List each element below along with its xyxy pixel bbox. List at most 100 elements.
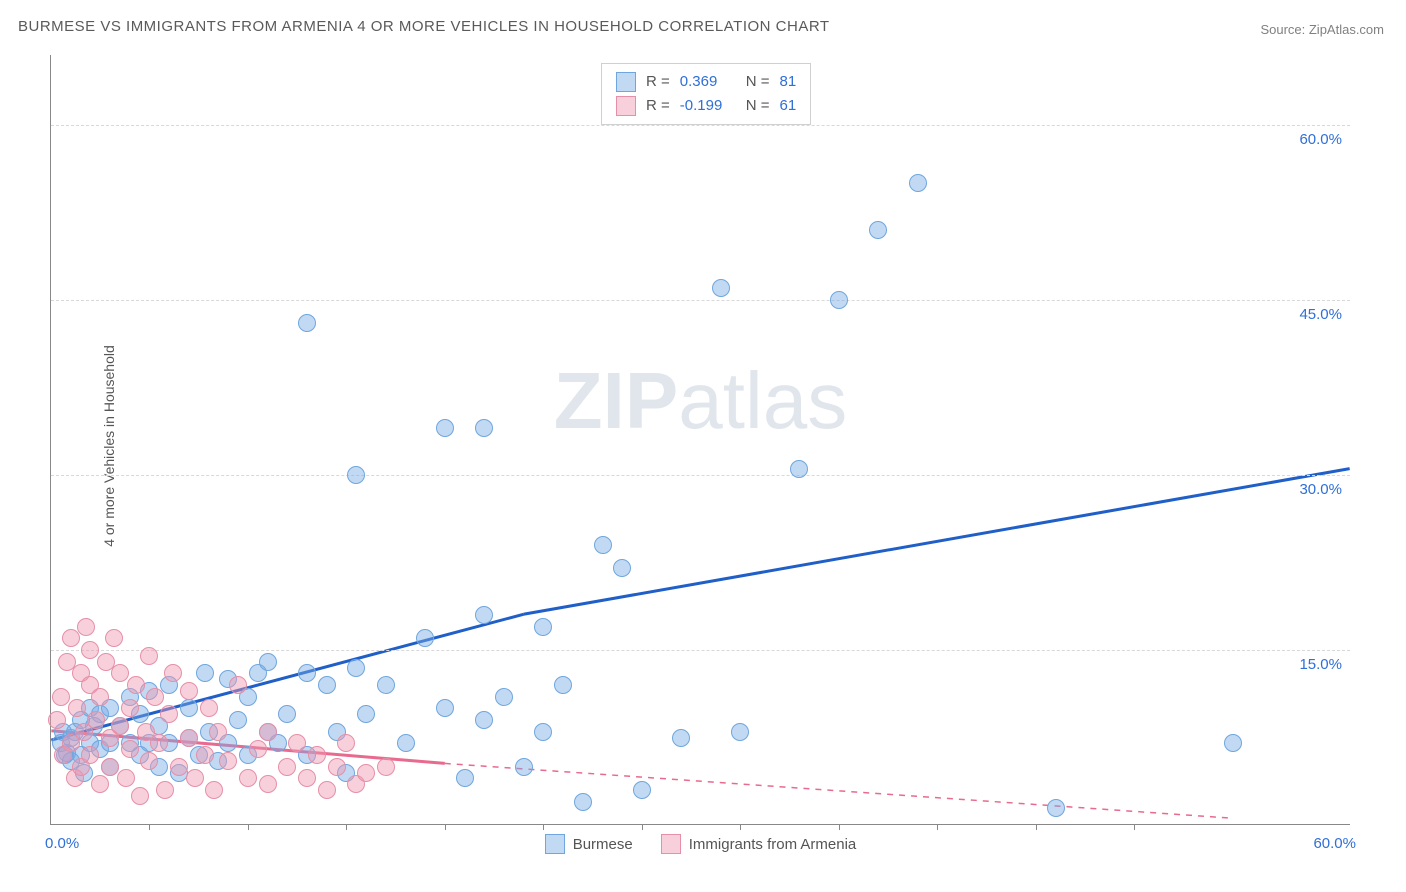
- r-label: R =: [646, 94, 670, 118]
- data-point: [229, 711, 247, 729]
- stats-legend-box: R = 0.369 N = 81 R = -0.199 N = 61: [601, 63, 811, 125]
- data-point: [239, 769, 257, 787]
- data-point: [180, 729, 198, 747]
- data-point: [91, 775, 109, 793]
- data-point: [515, 758, 533, 776]
- data-point: [436, 699, 454, 717]
- data-point: [180, 682, 198, 700]
- x-tick: [740, 824, 741, 830]
- data-point: [288, 734, 306, 752]
- data-point: [554, 676, 572, 694]
- data-point: [633, 781, 651, 799]
- r-value: -0.199: [680, 94, 736, 118]
- data-point: [377, 676, 395, 694]
- x-tick: [1134, 824, 1135, 830]
- chart-plot-area: ZIPatlas R =0.369N =81R =-0.199N =61 Bur…: [50, 55, 1350, 825]
- data-point: [48, 711, 66, 729]
- n-value: 81: [780, 70, 797, 94]
- data-point: [209, 723, 227, 741]
- data-point: [259, 723, 277, 741]
- bottom-legend: Burmese Immigrants from Armenia: [51, 834, 1350, 854]
- legend-item-burmese: Burmese: [545, 834, 633, 854]
- data-point: [156, 781, 174, 799]
- data-point: [117, 769, 135, 787]
- data-point: [495, 688, 513, 706]
- data-point: [830, 291, 848, 309]
- x-tick-label: 0.0%: [45, 835, 79, 852]
- data-point: [150, 734, 168, 752]
- source-link[interactable]: ZipAtlas.com: [1309, 22, 1384, 37]
- data-point: [308, 746, 326, 764]
- watermark-rest: atlas: [678, 356, 847, 445]
- y-tick-label: 15.0%: [1299, 656, 1342, 673]
- x-tick: [642, 824, 643, 830]
- data-point: [140, 647, 158, 665]
- r-value: 0.369: [680, 70, 736, 94]
- data-point: [318, 781, 336, 799]
- data-point: [278, 758, 296, 776]
- y-tick-label: 30.0%: [1299, 481, 1342, 498]
- x-tick: [1036, 824, 1037, 830]
- data-point: [909, 174, 927, 192]
- stats-swatch: [616, 96, 636, 116]
- data-point: [594, 536, 612, 554]
- x-tick: [248, 824, 249, 830]
- legend-item-armenia: Immigrants from Armenia: [661, 834, 857, 854]
- data-point: [298, 769, 316, 787]
- n-label: N =: [746, 94, 770, 118]
- data-point: [205, 781, 223, 799]
- x-tick-label: 60.0%: [1313, 835, 1356, 852]
- data-point: [436, 419, 454, 437]
- gridline: [51, 650, 1350, 651]
- x-tick: [445, 824, 446, 830]
- data-point: [475, 711, 493, 729]
- data-point: [131, 787, 149, 805]
- data-point: [298, 664, 316, 682]
- data-point: [328, 758, 346, 776]
- watermark: ZIPatlas: [554, 355, 847, 447]
- data-point: [534, 618, 552, 636]
- data-point: [259, 653, 277, 671]
- data-point: [140, 752, 158, 770]
- data-point: [77, 618, 95, 636]
- armenia-swatch: [661, 834, 681, 854]
- data-point: [62, 629, 80, 647]
- data-point: [111, 717, 129, 735]
- x-tick: [346, 824, 347, 830]
- data-point: [146, 688, 164, 706]
- data-point: [200, 699, 218, 717]
- n-label: N =: [746, 70, 770, 94]
- n-value: 61: [780, 94, 797, 118]
- data-point: [377, 758, 395, 776]
- data-point: [121, 740, 139, 758]
- data-point: [337, 734, 355, 752]
- data-point: [164, 664, 182, 682]
- data-point: [87, 711, 105, 729]
- data-point: [180, 699, 198, 717]
- data-point: [219, 752, 237, 770]
- data-point: [249, 740, 267, 758]
- stats-row: R = -0.199 N = 61: [616, 94, 796, 118]
- regression-lines: [51, 55, 1350, 824]
- gridline: [51, 125, 1350, 126]
- data-point: [869, 221, 887, 239]
- data-point: [121, 699, 139, 717]
- data-point: [397, 734, 415, 752]
- data-point: [160, 705, 178, 723]
- burmese-swatch: [545, 834, 565, 854]
- r-label: R =: [646, 70, 670, 94]
- data-point: [127, 676, 145, 694]
- stats-row: R = 0.369 N = 81: [616, 70, 796, 94]
- data-point: [790, 460, 808, 478]
- gridline: [51, 300, 1350, 301]
- data-point: [298, 314, 316, 332]
- data-point: [278, 705, 296, 723]
- data-point: [91, 688, 109, 706]
- data-point: [229, 676, 247, 694]
- data-point: [196, 664, 214, 682]
- data-point: [672, 729, 690, 747]
- x-tick: [149, 824, 150, 830]
- data-point: [347, 466, 365, 484]
- data-point: [68, 699, 86, 717]
- stats-swatch: [616, 72, 636, 92]
